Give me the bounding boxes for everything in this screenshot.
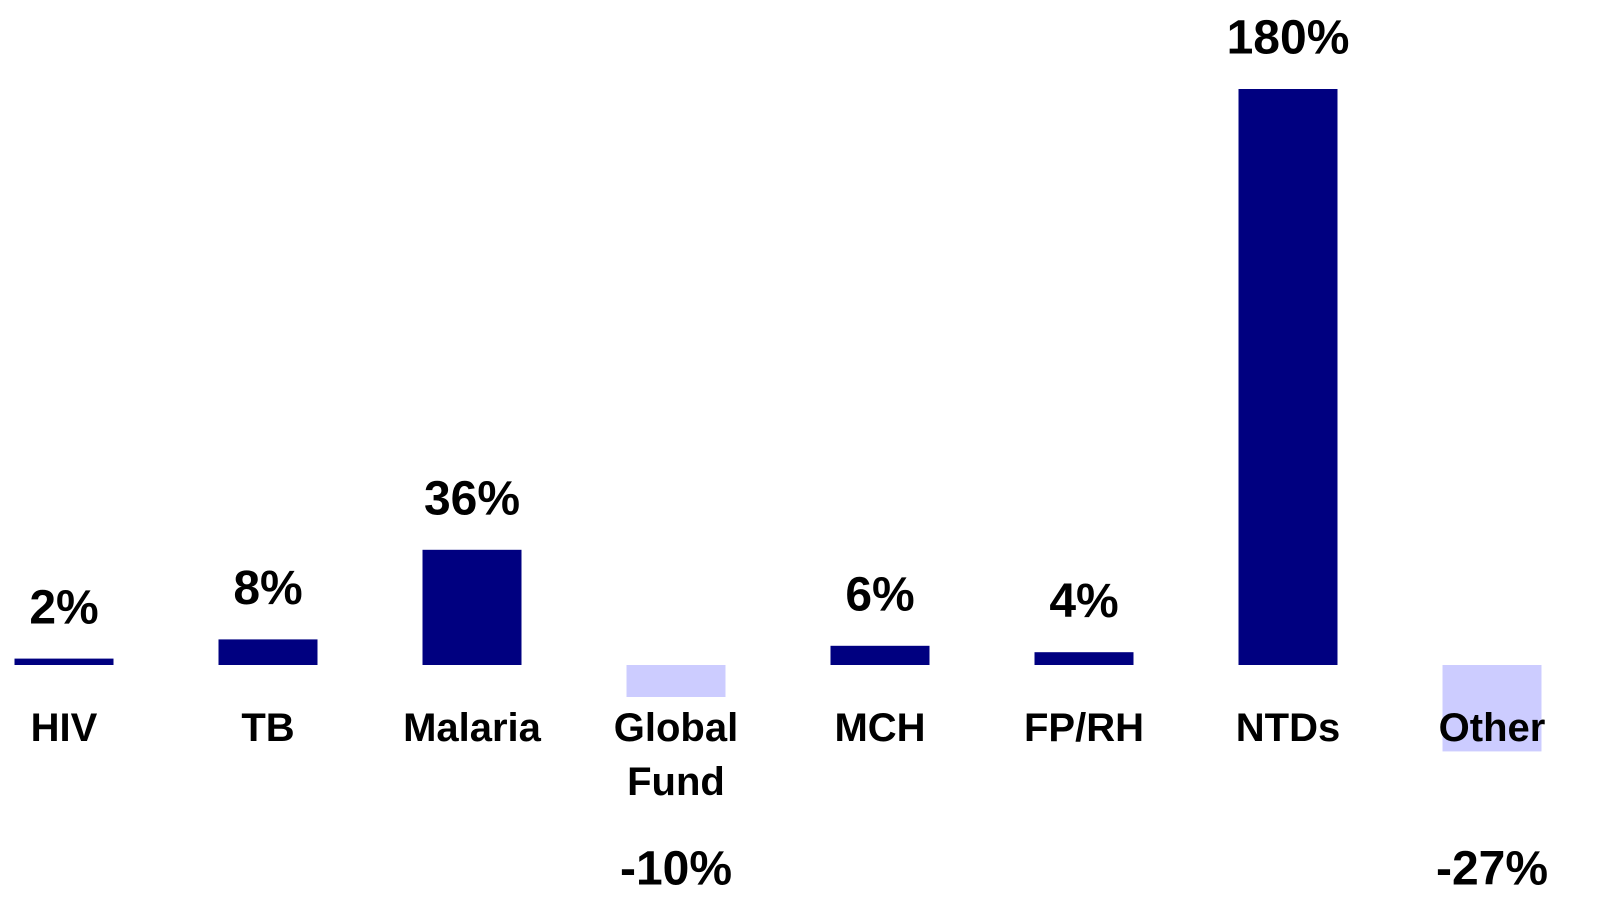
x-tick-label: Malaria: [403, 706, 541, 750]
x-tick-label: TB: [241, 706, 295, 750]
bar: [218, 639, 318, 665]
data-label: 36%: [424, 472, 520, 525]
bar: [1238, 89, 1338, 665]
bar: [626, 665, 726, 697]
x-tick-label: NTDs: [1235, 706, 1341, 750]
x-tick-label: Global Fund: [613, 706, 739, 804]
bar: [14, 658, 114, 665]
data-label: -27%: [1436, 843, 1548, 896]
bar: [1442, 665, 1542, 752]
data-label: -10%: [620, 843, 732, 896]
bar: [1034, 652, 1134, 665]
x-tick-label: MCH: [834, 706, 926, 750]
bar: [422, 549, 522, 665]
bar: [830, 645, 930, 665]
data-label: 6%: [845, 568, 914, 621]
x-tick-label: FP/RH: [1024, 706, 1144, 750]
x-tick-label: Other: [1438, 706, 1546, 750]
x-tick-label: HIV: [30, 706, 98, 750]
data-label: 4%: [1049, 575, 1118, 628]
data-label: 2%: [29, 581, 98, 634]
data-label: 8%: [233, 562, 302, 615]
data-label: 180%: [1227, 12, 1350, 65]
